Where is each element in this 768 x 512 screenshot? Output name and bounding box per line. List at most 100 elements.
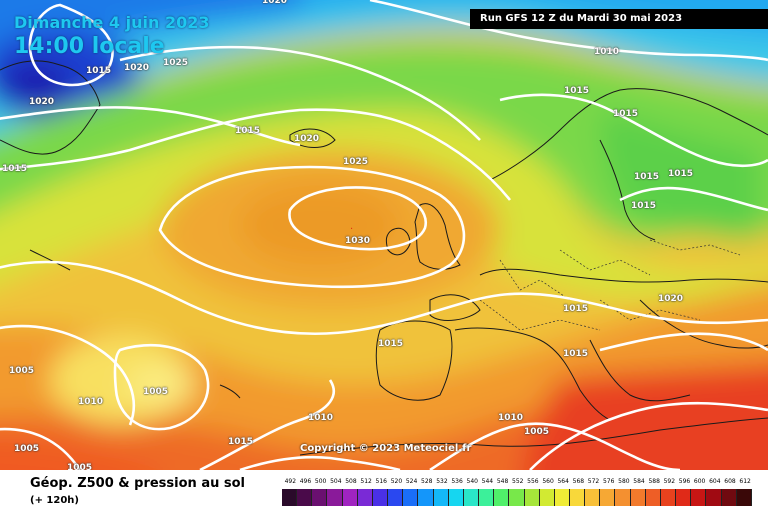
- isobar-label: 1010: [498, 413, 524, 423]
- legend-swatch: [327, 489, 343, 506]
- map-canvas: ·: [0, 0, 768, 470]
- legend-swatch: [691, 489, 707, 506]
- isobar-label: 1015: [2, 164, 28, 174]
- legend-swatch: [554, 489, 570, 506]
- legend-swatch: [342, 489, 358, 506]
- legend-swatch: [509, 489, 525, 506]
- legend-swatch: [403, 489, 419, 506]
- isobar-label: 1015: [613, 109, 639, 119]
- legend-label: 528: [421, 478, 433, 485]
- legend-labels: 492 496 500 504 508 512 516 520 524 528 532 536 540 5…: [282, 478, 752, 489]
- isobars: [0, 0, 768, 470]
- legend-swatch: [433, 489, 449, 506]
- copyright-notice: Copyright © 2023 Meteociel.fr: [300, 443, 472, 454]
- isobar-label: 1005: [143, 387, 169, 397]
- isobar-label: 1020: [294, 134, 320, 144]
- legend-label: 588: [648, 478, 660, 485]
- legend-swatch: [660, 489, 677, 506]
- legend-label: 492: [284, 478, 297, 485]
- legend-label: 600: [693, 478, 706, 485]
- legend-swatch: [388, 489, 404, 506]
- legend-label: 584: [633, 478, 645, 485]
- legend-label: 520: [390, 478, 403, 485]
- legend-label: 544: [481, 478, 494, 485]
- legend-swatch: [418, 489, 434, 506]
- legend-label: 536: [451, 478, 463, 485]
- legend-swatch: [539, 489, 555, 506]
- isobar-label: 1015: [634, 172, 660, 182]
- legend-label: 608: [724, 478, 736, 485]
- legend-color-bar: [282, 489, 752, 506]
- isobar-label: 1015: [563, 349, 589, 359]
- isobar-label: 1015: [228, 437, 254, 447]
- legend-label: 512: [360, 478, 372, 485]
- map-product-title: Géop. Z500 & pression au sol: [30, 476, 245, 491]
- legend-swatch: [297, 489, 313, 506]
- legend-swatch: [357, 489, 373, 506]
- coastlines: [0, 60, 768, 456]
- legend-swatch: [282, 489, 298, 506]
- isobar-label: 1015: [563, 304, 589, 314]
- isobar-label: 1020: [124, 63, 150, 73]
- legend-swatch: [372, 489, 389, 506]
- legend-label: 508: [345, 478, 357, 485]
- legend-label: 548: [496, 478, 509, 485]
- forecast-time: 14:00 locale: [14, 34, 165, 59]
- legend-swatch: [630, 489, 646, 506]
- legend-swatch: [676, 489, 692, 506]
- borders: [479, 239, 741, 331]
- legend-label: 560: [542, 478, 554, 485]
- legend-label: 516: [375, 478, 387, 485]
- isobar-label: 1020: [262, 0, 288, 6]
- legend-swatch: [524, 489, 540, 506]
- geopotential-field: [0, 0, 768, 470]
- high-pressure-mark: ·: [350, 224, 353, 235]
- model-run-info: Run GFS 12 Z du Mardi 30 mai 2023: [470, 9, 768, 29]
- legend-label: 564: [557, 478, 569, 485]
- isobar-label: 1030: [345, 236, 371, 246]
- isobar-label: 1025: [343, 157, 369, 167]
- legend-swatch: [569, 489, 586, 506]
- legend-label: 612: [739, 478, 751, 485]
- isobar-label: 1015: [86, 66, 112, 76]
- isobar-label: 1015: [378, 339, 404, 349]
- legend-swatch: [448, 489, 464, 506]
- isobar-label: 1020: [29, 97, 55, 107]
- isobar-label: 1015: [668, 169, 694, 179]
- isobar-label: 1005: [524, 427, 550, 437]
- legend-swatch: [706, 489, 722, 506]
- isobar-label: 1005: [9, 366, 35, 376]
- legend-swatch: [736, 489, 752, 506]
- legend-label: 532: [436, 478, 448, 485]
- legend-label: 556: [527, 478, 539, 485]
- legend-label: 540: [466, 478, 478, 485]
- legend-swatch: [600, 489, 616, 506]
- legend-swatch: [463, 489, 480, 506]
- weather-map: · Dimanche 4 juin 2023 14:00 locale Run …: [0, 0, 768, 470]
- isobar-label: 1020: [658, 294, 684, 304]
- legend-label: 568: [572, 478, 585, 485]
- legend-label: 524: [405, 478, 418, 485]
- legend-swatch: [721, 489, 737, 506]
- isobar-label: 1015: [564, 86, 590, 96]
- forecast-lead-time: (+ 120h): [30, 495, 79, 506]
- legend-label: 580: [618, 478, 630, 485]
- isobar-label: 1010: [594, 47, 620, 57]
- forecast-date: Dimanche 4 juin 2023: [14, 13, 210, 32]
- isobar-label: 1015: [631, 201, 657, 211]
- legend-label: 504: [330, 478, 342, 485]
- legend-label: 592: [663, 478, 676, 485]
- legend-label: 500: [314, 478, 327, 485]
- legend-label: 596: [678, 478, 691, 485]
- isobar-label: 1010: [78, 397, 104, 407]
- isobar-label: 1005: [14, 444, 40, 454]
- legend-swatch: [312, 489, 328, 506]
- color-legend: 492 496 500 504 508 512 516 520 524 528 532 536 540 5…: [282, 478, 752, 508]
- legend-swatch: [494, 489, 510, 506]
- legend-swatch: [645, 489, 661, 506]
- legend-label: 604: [709, 478, 721, 485]
- isobar-label: 1005: [67, 463, 93, 470]
- isobar-label: 1010: [308, 413, 334, 423]
- legend-swatch: [585, 489, 601, 506]
- legend-label: 576: [602, 478, 615, 485]
